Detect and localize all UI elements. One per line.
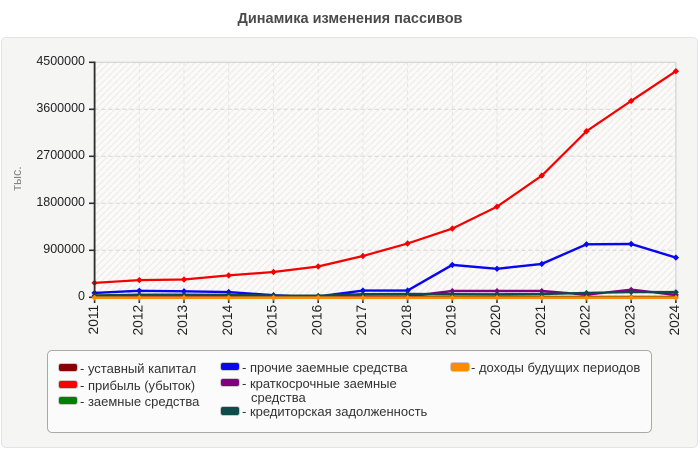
svg-text:2017: 2017 (354, 305, 369, 336)
svg-text:4500000: 4500000 (36, 54, 85, 68)
svg-text:2018: 2018 (399, 304, 414, 335)
svg-text:2014: 2014 (220, 304, 235, 335)
svg-text:тыс.: тыс. (10, 166, 24, 190)
svg-text:2024: 2024 (667, 304, 682, 335)
svg-text:900000: 900000 (43, 242, 85, 256)
svg-text:3600000: 3600000 (36, 101, 85, 115)
svg-text:2015: 2015 (265, 304, 280, 335)
svg-text:2700000: 2700000 (36, 148, 85, 162)
svg-text:2012: 2012 (131, 305, 146, 336)
svg-text:2023: 2023 (622, 304, 637, 335)
svg-text:2019: 2019 (444, 304, 459, 335)
svg-text:2011: 2011 (86, 305, 101, 335)
svg-text:2016: 2016 (309, 304, 324, 335)
svg-text:2013: 2013 (175, 304, 190, 335)
svg-text:2020: 2020 (488, 304, 503, 335)
svg-text:0: 0 (78, 289, 85, 303)
svg-text:1800000: 1800000 (36, 195, 85, 209)
svg-text:2021: 2021 (533, 305, 548, 336)
svg-text:2022: 2022 (578, 305, 593, 336)
